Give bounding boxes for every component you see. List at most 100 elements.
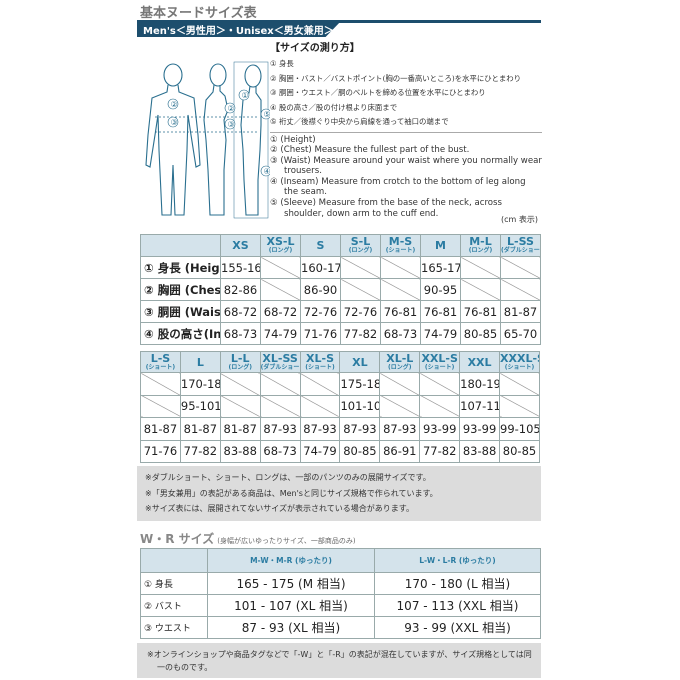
cell: 77-82 (419, 439, 461, 463)
cell: 87-93 (339, 417, 381, 441)
size-header: XS (220, 234, 261, 257)
table-row: 95-101 101-107 107-113 (140, 394, 540, 418)
profile-figure (233, 61, 269, 219)
table-row: 81-87 81-87 81-87 87-93 87-93 87-93 87-93 93-99… (140, 417, 540, 441)
table-row: 170-180 175-185 180-190 (140, 372, 540, 396)
figure-label-chest-front: ② (171, 100, 178, 109)
cell: 165 - 175 (M 相当) (207, 572, 375, 595)
size-name: L-L (230, 351, 250, 365)
empty-cell (380, 256, 421, 279)
empty-cell (499, 394, 540, 418)
jp-item: ② 胸囲・バスト／バストポイント(胸の一番高いところ)を水平にひとまわり (270, 73, 522, 83)
table-row: 71-76 77-82 83-88 68-73 74-79 80-85 86-91 77-82… (140, 439, 540, 463)
cell: 81-87 (179, 417, 221, 441)
size-name: S-L (350, 235, 371, 248)
note-item: ※ダブルショート、ショート、ロングは、一部のパンツのみの展開サイズです。 (145, 473, 431, 482)
size-header: XL-SS(ダブルショート) (259, 351, 301, 373)
en-item: ④ (Inseam) Measure from crotch to the bo… (270, 176, 526, 198)
banner-text: Men's＜男性用＞・Unisex＜男女兼用＞ (143, 26, 334, 37)
empty-cell (419, 372, 461, 396)
unit-label: (cm 表示) (501, 215, 538, 224)
cell: 65-70 (500, 322, 541, 345)
row-label: ① 身長 (Height) (140, 256, 221, 279)
row-label: ③ 胴囲 (Waist) (140, 300, 221, 323)
empty-cell (299, 372, 341, 396)
table-row: ④ 股の高さ(Inseam)68-7374-7971-7677-8268-737… (140, 322, 541, 345)
empty-cell (140, 372, 181, 396)
size-name: XXL-S (421, 351, 458, 365)
size-name: XXXL-S (500, 351, 539, 365)
cell: 74-79 (420, 322, 461, 345)
size-name: M-S (388, 235, 413, 248)
size-sub: (ロング) (388, 363, 412, 371)
size-table-2: L-S(ショート)LL-L(ロング)XL-SS(ダブルショート)XL-S(ショー… (140, 351, 540, 463)
instructions-heading: 【サイズの測り方】 (270, 43, 360, 54)
size-sub: (ショート) (385, 247, 416, 254)
size-header: XS-L (ロング) (260, 234, 301, 257)
figure-label-inseam: ④ (264, 167, 271, 176)
front-figure (145, 63, 201, 216)
empty-cell (140, 394, 181, 418)
jp-item: ③ 胴囲・ウエスト／胴のベルトを締める位置を水平にひとまわり (270, 88, 486, 97)
size-header: L-S (ショート) (140, 351, 181, 373)
divider (270, 131, 542, 133)
cell: 76-81 (380, 300, 421, 323)
instructions-jp: ① 身長 ② 胸囲・バスト／バストポイント(胸の一番高いところ)を水平にひとまわ… (270, 57, 542, 130)
en-item: ② (Chest) Measure the fullest part of th… (270, 145, 470, 156)
empty-cell (260, 278, 301, 301)
size-sub: (ロング) (348, 247, 373, 254)
jp-item: ① 身長 (270, 59, 294, 68)
cell: 71-76 (300, 322, 341, 345)
note-item: ※サイズ表には、展開されてないサイズが表示されている場合があります。 (145, 504, 414, 513)
wr-section-title: W・R サイズ (身幅が広いゆったりサイズ、一部商品のみ) (140, 530, 356, 547)
en-item: ① (Height) (270, 134, 316, 145)
size-name: XL-SS (262, 351, 298, 365)
size-header: XL (339, 351, 381, 373)
header-row: XS XS-L (ロング) S S-L (ロング) M-S (ショート) M M-L (ロング) L-… (140, 234, 541, 257)
empty-cell (340, 278, 381, 301)
row-label: ② 胸囲 (Chest) (140, 278, 221, 301)
cell: 68-73 (259, 439, 301, 463)
cell: 160-170 (300, 256, 341, 279)
cell: 101-107 (339, 394, 381, 418)
size-header: L-L (ロング) (219, 351, 261, 373)
cell: 93-99 (419, 417, 461, 441)
cell: 68-73 (220, 322, 261, 345)
cell: 68-72 (220, 300, 261, 323)
cell: 68-73 (380, 322, 421, 345)
cell: 155-165 (220, 256, 261, 279)
size-header: S-L (ロング) (340, 234, 381, 257)
size-sub: (ダブルショート) (501, 247, 540, 254)
empty-cell (219, 372, 261, 396)
table-row: ① 身長 165 - 175 (M 相当) 170 - 180 (L 相当) (140, 572, 541, 595)
empty-cell (419, 394, 461, 418)
cell: 81-87 (500, 300, 541, 323)
cell: 87-93 (379, 417, 421, 441)
column-header: M-W・M-R (ゆったり) (207, 548, 375, 573)
empty-cell (500, 278, 541, 301)
note-item: ※「男女兼用」の表記がある商品は、Men'sと同じサイズ規格で作られています。 (145, 488, 438, 498)
wr-title: W・R サイズ (140, 532, 215, 546)
en-item: ③ (Waist) Measure around your waist wher… (270, 155, 542, 177)
wr-note: ※オンラインショップや商品タグなどで「-W」と「-R」の表記が混在していますが、… (137, 643, 541, 678)
cell: 82-86 (220, 278, 261, 301)
size-name: XS-L (266, 235, 295, 248)
notes-box: ※ダブルショート、ショート、ロングは、一部のパンツのみの展開サイズです。 ※「男… (137, 466, 541, 521)
size-name: XS (232, 239, 249, 252)
cell: 86-90 (300, 278, 341, 301)
cell: 77-82 (179, 439, 221, 463)
cell: 81-87 (140, 417, 181, 441)
cell: 72-76 (340, 300, 381, 323)
empty-cell (500, 256, 541, 279)
figure-label-sleeve: ⑤ (264, 110, 271, 119)
cell: 101 - 107 (XL 相当) (207, 594, 375, 617)
size-name: XL-L (386, 351, 414, 365)
size-sub: (ロング) (268, 247, 293, 254)
size-name: L (196, 355, 204, 369)
cell: 107 - 113 (XXL 相当) (374, 594, 541, 617)
cell: 77-82 (340, 322, 381, 345)
size-name: S (316, 239, 325, 252)
cell: 80-85 (460, 322, 501, 345)
size-name: XL (352, 355, 368, 369)
table-row: ① 身長 (Height)155-165 160-170 165-175 (140, 256, 541, 279)
